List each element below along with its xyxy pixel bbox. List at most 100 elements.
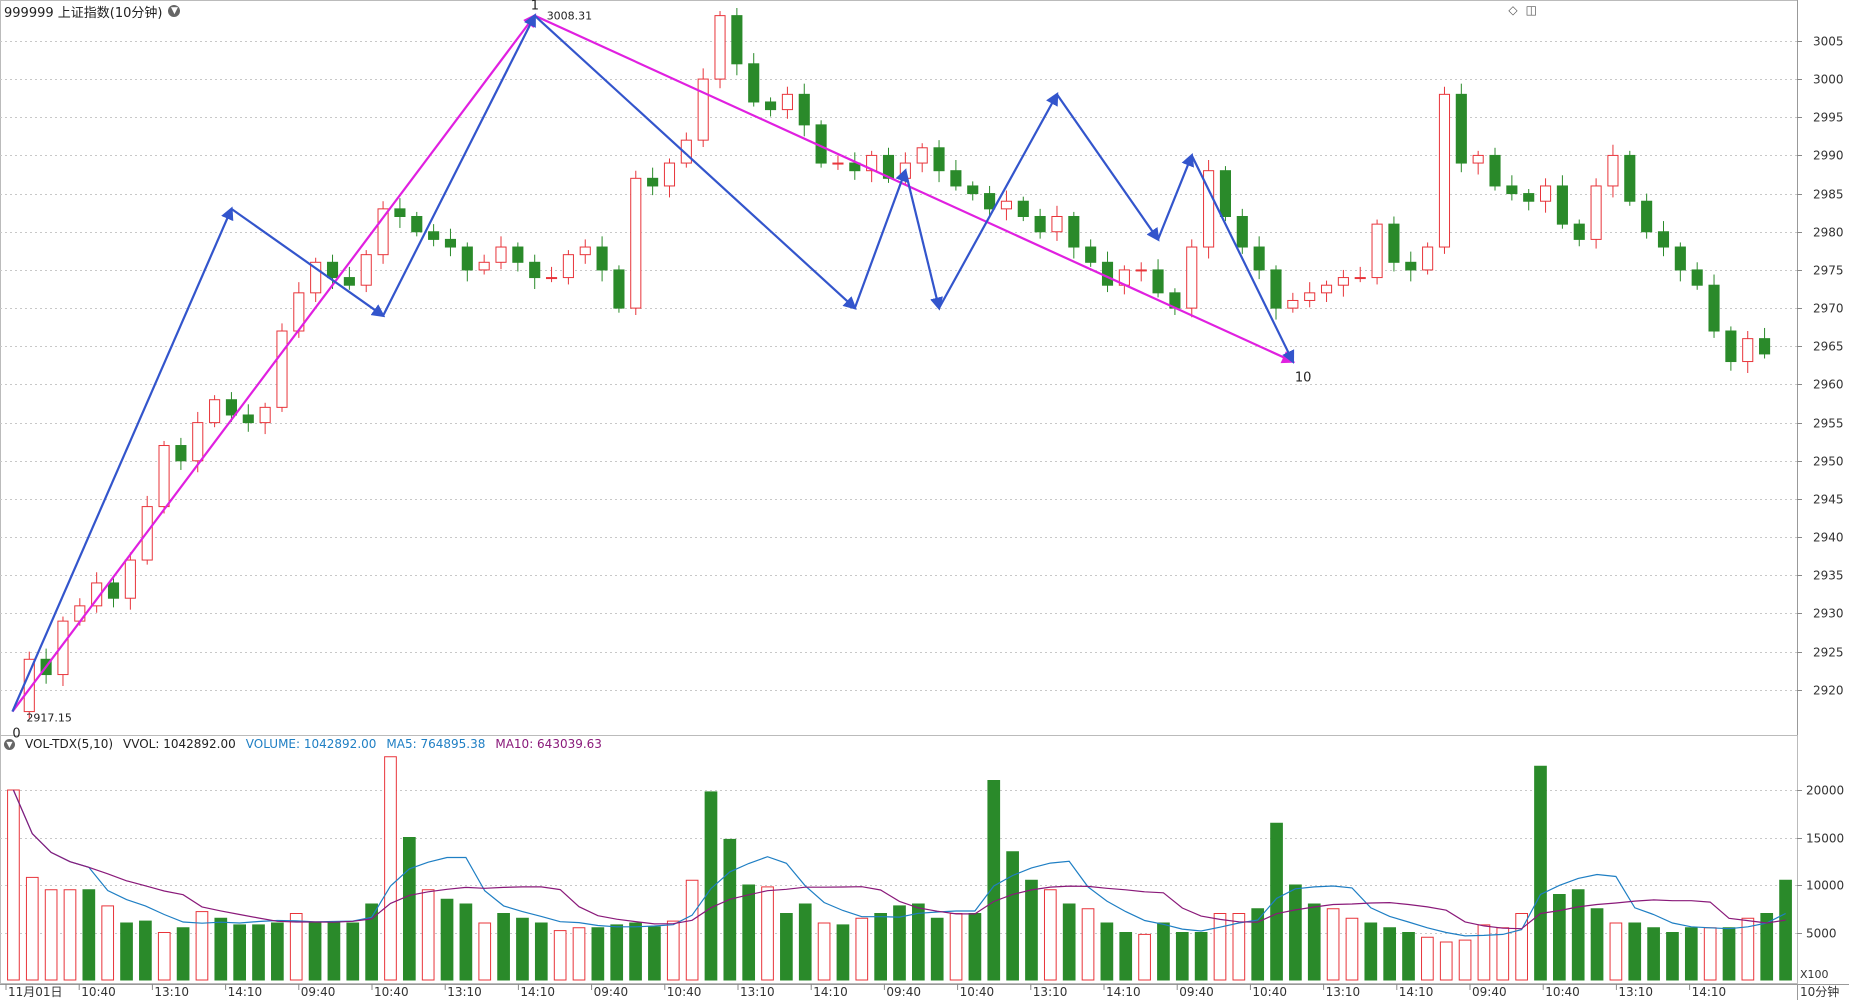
volume-bar-up [25,876,39,981]
chart-title-bar[interactable]: 999999 上证指数(10分钟) ▼ [4,2,181,21]
up-candle [697,78,709,141]
wave-line-blue [904,170,943,311]
volume-bar-down [798,903,812,981]
up-candle [714,15,726,80]
low-price-label: 2917.15 [26,712,72,725]
up-candle [1371,223,1383,279]
volume-bar-up [1741,917,1755,981]
price-tick-label: 2985 [1813,188,1844,202]
volume-bar-down [968,913,982,981]
down-candle [411,215,423,233]
down-candle [984,193,996,210]
volume-bar-down [139,920,152,981]
volume-bar-up [421,889,435,981]
price-tick-label: 2980 [1813,226,1844,240]
time-tick-label: 11月01日 [8,985,63,999]
panel-toggle-icon[interactable]: ◫ [1525,3,1537,17]
volume-header: ▼ VOL-TDX(5,10) VVOL: 1042892.00 VOLUME:… [4,737,602,751]
wave-line-blue [533,14,857,310]
down-candle [1101,261,1114,286]
up-candle [377,208,389,256]
volume-bar-down [402,837,416,981]
price-tick-label: 2925 [1813,646,1844,660]
volume-bar-up [1326,908,1340,981]
volume-bar-down [1383,927,1397,981]
down-candle [512,246,524,263]
down-candle [1270,269,1282,309]
price-tick-label: 2965 [1813,340,1844,354]
up-candle [1438,93,1451,248]
up-candle [1590,185,1602,240]
wave-line-blue [1056,93,1160,242]
volume-bar-up [855,917,869,981]
down-candle [1017,200,1029,217]
wave-line-blue [1157,152,1194,240]
volume-bar-up [1609,922,1623,981]
down-candle [1253,246,1265,271]
down-candle [798,93,810,126]
time-tick-label: 10:40 [960,985,995,999]
time-tick-label: 09:40 [594,985,629,999]
time-tick-label: 14:10 [520,985,555,999]
up-candle [276,330,288,408]
volume-bar-down [1251,908,1265,981]
volume-bar-down [1364,922,1378,981]
down-candle [1085,246,1097,263]
volume-bar-down [610,924,624,981]
time-tick-label: 09:40 [1179,985,1214,999]
down-candle [1388,223,1400,263]
price-tick-label: 2970 [1813,302,1844,316]
up-candle [1472,154,1484,164]
up-candle [562,254,574,279]
down-candle [1068,215,1080,248]
price-tick-label: 2945 [1813,493,1844,507]
down-candle [1641,200,1653,233]
volume-bar-up [44,889,58,981]
volume-bar-down [987,780,1001,981]
wave-line-magenta [11,13,537,713]
up-candle [1186,246,1198,309]
time-tick-label: 09:40 [886,985,921,999]
time-tick-label: 13:10 [447,985,482,999]
volume-bar-down [704,791,718,981]
volume-bar-down [591,927,605,981]
volume-bar-down [1571,889,1585,981]
up-candle [680,139,692,164]
down-candle [1624,154,1636,202]
high-marker-label: 1 [531,0,539,14]
up-candle [1203,170,1215,248]
volume-bar-up [761,886,774,981]
volume-bar-down [271,922,284,981]
volume-bar-down [723,838,737,981]
wave-line-magenta [534,14,1296,364]
volume-tick-label: 5000 [1806,927,1837,941]
volume-bar-up [1213,913,1227,981]
volume-tick-label: 10000 [1806,879,1844,893]
down-candle [731,15,743,65]
volume-bar-down [233,924,247,981]
diamond-icon[interactable]: ◇ [1508,3,1518,17]
volume-bar-down [497,913,510,981]
down-candle [107,582,120,599]
time-tick-label: 13:10 [1618,985,1653,999]
volume-bar-down [1270,822,1283,981]
time-tick-label: 09:40 [1472,985,1507,999]
volume-bar-down [1779,879,1792,981]
down-candle [1691,269,1703,286]
volume-panel-frame [0,735,1798,984]
volume-bar-down [1402,932,1415,981]
wave-line-blue [230,207,386,318]
volume-bar-up [1458,939,1472,981]
chevron-down-icon[interactable]: ▼ [4,738,15,750]
price-tick-label: 2975 [1813,264,1844,278]
time-tick-label: 13:10 [1326,985,1361,999]
time-tick-label: 13:10 [740,985,775,999]
ma10-value: MA10: 643039.63 [495,737,602,751]
price-tick-label: 2995 [1813,111,1844,125]
up-candle [495,246,507,263]
up-candle [545,277,558,280]
volume-bar-down [780,913,793,981]
chevron-down-icon[interactable]: ▼ [168,5,181,17]
volume-ma-lines [12,789,1786,937]
